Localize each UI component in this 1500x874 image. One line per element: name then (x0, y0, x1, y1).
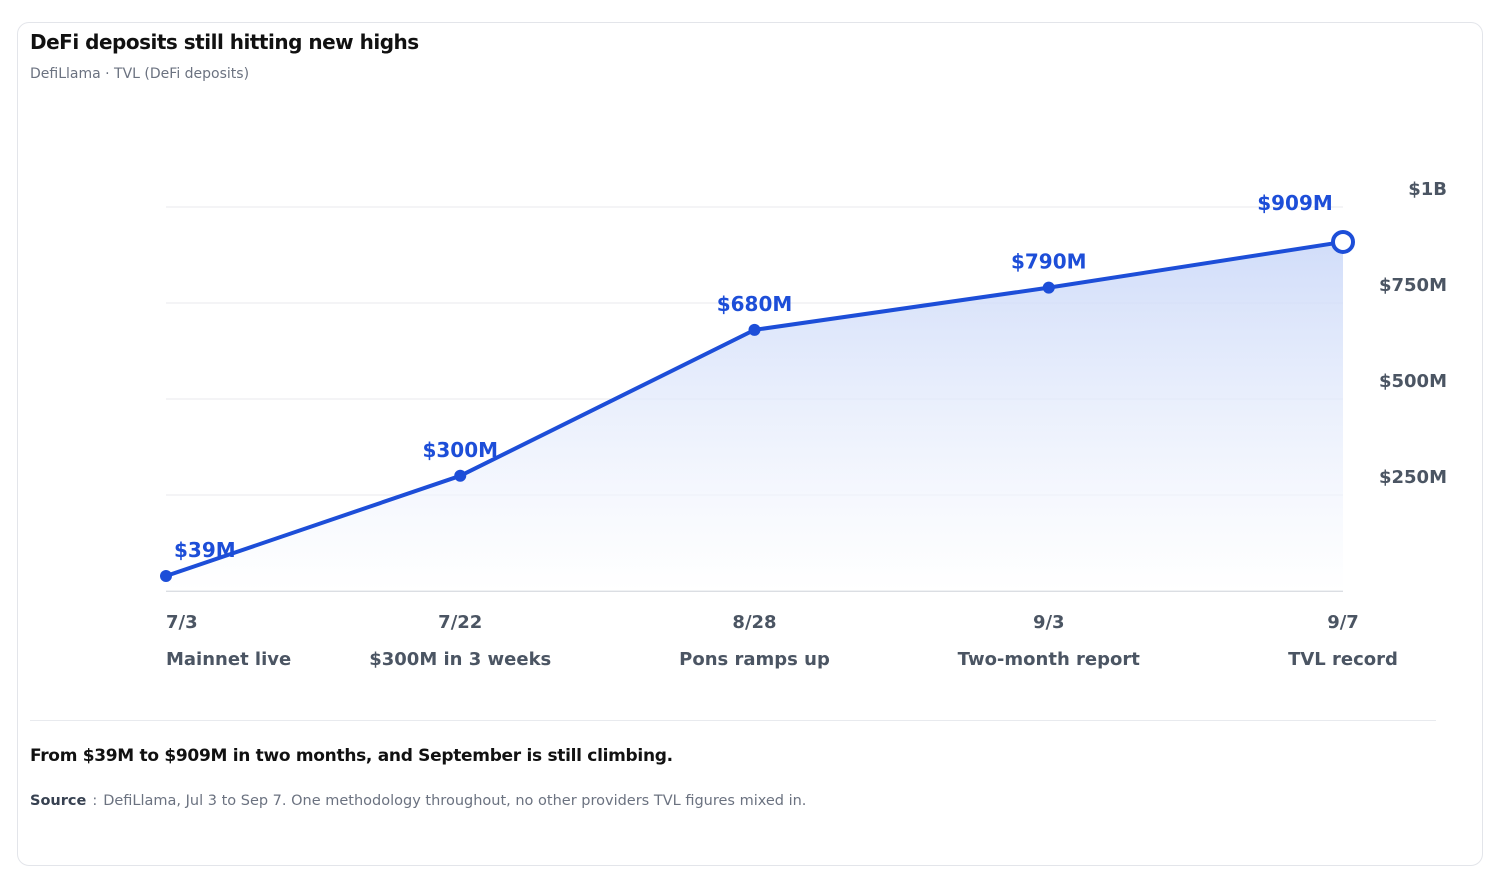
x-tick-label: 7/3 (166, 612, 198, 633)
source-separator: : (92, 793, 98, 809)
x-tick-label: 8/28 (732, 612, 776, 633)
y-tick-label: $750M (1379, 275, 1447, 296)
source-note: Source: DefiLlama, Jul 3 to Sep 7. One me… (30, 793, 806, 809)
data-point (748, 323, 761, 336)
chart-takeaway: From $39M to $909M in two months, and Se… (30, 746, 673, 766)
area-path (166, 241, 1343, 591)
x-annotation-label: Pons ramps up (679, 649, 830, 670)
area-fill (166, 241, 1343, 591)
x-annotation-label: $300M in 3 weeks (369, 649, 551, 670)
x-annotation-label: Mainnet live (166, 649, 291, 670)
data-point-highlight (1331, 229, 1355, 254)
y-axis-ticks: $250M $500M $750M $1B (1379, 179, 1447, 488)
data-labels: $39M $300M $680M $790M $909M (174, 191, 1333, 562)
source-text: DefiLlama, Jul 3 to Sep 7. One methodolo… (103, 793, 807, 809)
x-axis-ticks: 7/3 Mainnet live 7/22 $300M in 3 weeks 8/28 P… (166, 612, 1398, 670)
data-point (454, 469, 467, 482)
data-label: $39M (174, 538, 236, 562)
data-label: $300M (422, 438, 498, 462)
chart-subtitle: DefiLlama · TVL (DeFi deposits) (30, 66, 250, 82)
x-annotation-label: Two-month report (958, 649, 1141, 670)
data-label: $790M (1011, 250, 1087, 274)
data-label: $680M (717, 292, 793, 316)
footer-divider (30, 720, 1436, 721)
data-points (160, 229, 1355, 583)
source-label: Source (30, 793, 87, 809)
x-tick-label: 9/7 (1327, 612, 1359, 633)
data-point (1042, 281, 1055, 294)
x-tick-label: 7/22 (438, 612, 482, 633)
y-tick-label: $500M (1379, 371, 1447, 392)
data-point (160, 570, 172, 583)
y-tick-label: $250M (1379, 467, 1447, 488)
x-tick-label: 9/3 (1033, 612, 1065, 633)
x-annotation-label: TVL record (1288, 649, 1398, 670)
y-tick-label: $1B (1408, 179, 1447, 200)
data-label: $909M (1257, 191, 1333, 215)
chart-title: DeFi deposits still hitting new highs (30, 30, 419, 54)
